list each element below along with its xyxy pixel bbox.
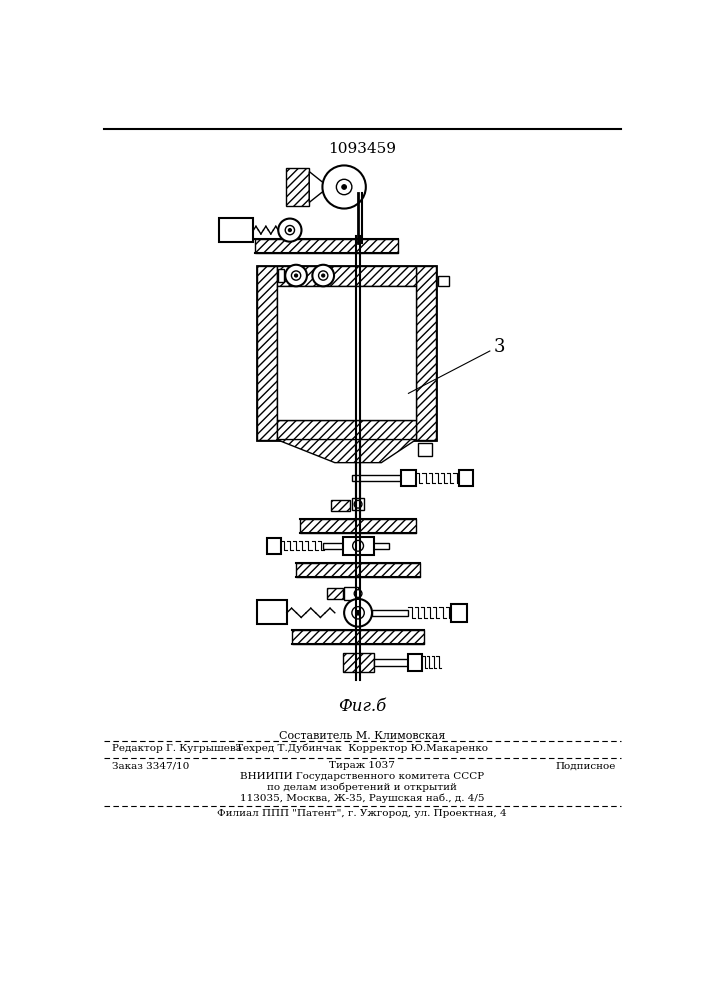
Text: Подписное: Подписное	[555, 761, 615, 770]
Bar	[409, 654, 422, 671]
Bar	[279, 269, 284, 282]
Bar	[418, 443, 432, 456]
Bar	[344, 587, 358, 600]
Circle shape	[356, 610, 361, 615]
Bar	[416, 266, 436, 440]
Bar	[372, 610, 409, 616]
Bar	[267, 538, 281, 554]
Circle shape	[341, 185, 346, 189]
Bar	[459, 470, 473, 486]
Bar	[218, 218, 253, 242]
Bar	[352, 475, 404, 481]
Circle shape	[337, 179, 352, 195]
Bar	[401, 470, 416, 486]
Bar	[286, 168, 309, 206]
Text: 1093459: 1093459	[328, 142, 396, 156]
Circle shape	[312, 265, 334, 286]
Bar	[296, 563, 420, 577]
Text: Филиал ППП "Патент", г. Ужгород, ул. Проектная, 4: Филиал ППП "Патент", г. Ужгород, ул. Про…	[217, 809, 507, 818]
Circle shape	[319, 271, 328, 280]
Text: ВНИИПИ Государственного комитета СССР: ВНИИПИ Государственного комитета СССР	[240, 772, 484, 781]
Circle shape	[322, 165, 366, 209]
Circle shape	[353, 540, 363, 551]
Bar	[373, 659, 409, 666]
Circle shape	[291, 271, 300, 280]
Bar	[276, 266, 416, 286]
Bar	[300, 519, 416, 533]
Bar	[292, 630, 424, 644]
Circle shape	[285, 225, 295, 235]
Circle shape	[352, 607, 364, 619]
Circle shape	[354, 590, 362, 597]
Bar	[276, 286, 416, 420]
Circle shape	[344, 599, 372, 627]
Circle shape	[285, 265, 307, 286]
Bar	[323, 543, 389, 549]
Bar	[257, 266, 436, 440]
Polygon shape	[309, 172, 329, 202]
Bar	[276, 420, 416, 440]
Bar	[257, 600, 287, 624]
Text: Фиг.б: Фиг.б	[338, 698, 386, 715]
Circle shape	[295, 274, 298, 277]
Bar	[255, 239, 398, 253]
Text: Заказ 3347/10: Заказ 3347/10	[112, 761, 189, 770]
Text: Техред Т.Дубинчак  Корректор Ю.Макаренко: Техред Т.Дубинчак Корректор Ю.Макаренко	[236, 744, 488, 753]
Bar	[327, 588, 343, 599]
Circle shape	[322, 274, 325, 277]
Bar	[352, 498, 364, 510]
Polygon shape	[276, 440, 416, 463]
Text: по делам изобретений и открытий: по делам изобретений и открытий	[267, 783, 457, 792]
Bar	[438, 276, 449, 286]
Bar	[343, 537, 373, 555]
Bar	[257, 266, 276, 440]
Circle shape	[288, 229, 291, 232]
Text: Составитель М. Климовская: Составитель М. Климовская	[279, 731, 445, 741]
Text: Тираж 1037: Тираж 1037	[329, 761, 395, 770]
Text: 3: 3	[493, 338, 505, 356]
Bar	[331, 500, 351, 511]
Bar	[451, 604, 467, 622]
Bar	[343, 653, 373, 672]
Circle shape	[354, 500, 362, 508]
Text: Редактор Г. Кугрышева: Редактор Г. Кугрышева	[112, 744, 242, 753]
Text: 113035, Москва, Ж-35, Раушская наб., д. 4/5: 113035, Москва, Ж-35, Раушская наб., д. …	[240, 794, 484, 803]
Circle shape	[279, 219, 301, 242]
